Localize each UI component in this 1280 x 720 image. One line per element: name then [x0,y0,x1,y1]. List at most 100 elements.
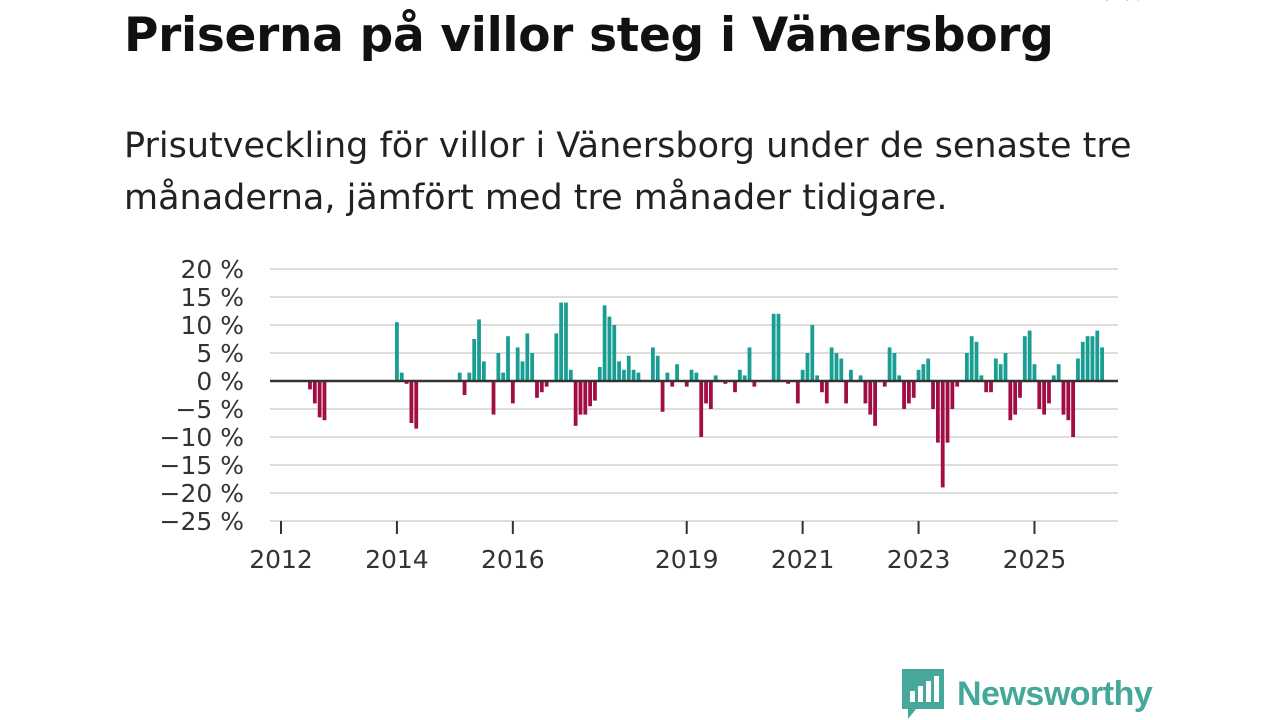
bar [578,381,583,415]
bar [892,353,897,381]
bar [1018,381,1022,398]
bar [897,375,902,381]
bar [786,381,791,384]
bar [631,369,636,381]
bar [1090,336,1095,381]
x-tick-label: 2012 [249,545,313,574]
bar [873,381,877,426]
bar [1085,336,1090,381]
bar [771,313,776,381]
bar [849,369,853,381]
annotations: 6 % [1100,0,1144,6]
bar [515,347,520,381]
bar [810,325,815,381]
bar [1061,381,1066,415]
bar [998,364,1003,381]
bar [1066,381,1071,421]
chart-title: Priserna på villor steg i Vänersborg [124,8,1054,63]
bar [457,372,462,381]
bar [554,333,559,381]
bar [805,353,810,381]
bar [544,381,549,387]
bar [733,381,737,393]
bar [993,358,998,381]
x-tick-label: 2016 [481,545,545,574]
x-tick-label: 2023 [887,545,951,574]
y-tick-label: 20 % [180,255,244,284]
bar [626,355,631,381]
newsworthy-logo: Newsworthy [902,668,1153,720]
y-tick-label: −5 % [175,395,244,424]
y-tick-label: 0 % [196,367,244,396]
bar [607,316,612,381]
bar [588,381,593,407]
x-tick-label: 2025 [1003,545,1067,574]
bar [651,347,655,381]
bar [559,302,564,381]
bar [1037,381,1042,409]
bar [1027,330,1032,381]
bar [670,381,675,387]
bar [935,381,940,443]
bar [675,364,679,381]
last-value-label: 6 % [1100,0,1144,6]
x-tick-label: 2014 [365,545,429,574]
bar [665,372,670,381]
bar [1022,336,1027,381]
bar [520,361,525,381]
bar [931,381,935,409]
bar [539,381,544,393]
y-tick-label: −20 % [160,479,244,508]
bar [882,381,887,387]
y-axis-labels: 20 %15 %10 %5 %0 %−5 %−10 %−15 %−20 %−25… [160,255,244,536]
bar [1032,364,1037,381]
bar [1071,381,1076,437]
bar [308,381,312,390]
bar [472,339,477,381]
bar [795,381,800,404]
bar [583,381,588,415]
x-tick-label: 2019 [655,545,719,574]
bar [907,381,911,404]
bar [824,381,829,404]
bar [481,361,486,381]
x-tick-label: 2021 [771,545,835,574]
bar [815,375,820,381]
bar [858,375,863,381]
bar [655,355,660,381]
bar [1051,375,1056,381]
y-tick-label: 5 % [196,339,244,368]
bar [597,367,602,381]
bar [1076,358,1080,381]
bar [863,381,868,404]
bar [409,381,414,423]
bar [713,375,718,381]
bar [404,381,409,384]
bar [510,381,515,404]
bar [530,353,535,381]
bar [399,372,404,381]
bar [317,381,322,418]
bar [839,358,844,381]
bar [984,381,989,393]
bar [568,369,573,381]
bar [776,313,781,381]
newsworthy-logo-icon [902,669,944,719]
bar [525,333,530,381]
bar [940,381,945,488]
bar [395,322,399,381]
bar [820,381,824,393]
gridlines [270,268,1118,522]
y-tick-label: −15 % [160,451,244,480]
bar [467,372,472,381]
bar [622,369,626,381]
bar [491,381,496,415]
bar [964,353,969,381]
bar [1047,381,1051,404]
bar [829,347,834,381]
bar [704,381,708,404]
bar [1095,330,1100,381]
bar [477,319,481,381]
bar [602,305,607,381]
